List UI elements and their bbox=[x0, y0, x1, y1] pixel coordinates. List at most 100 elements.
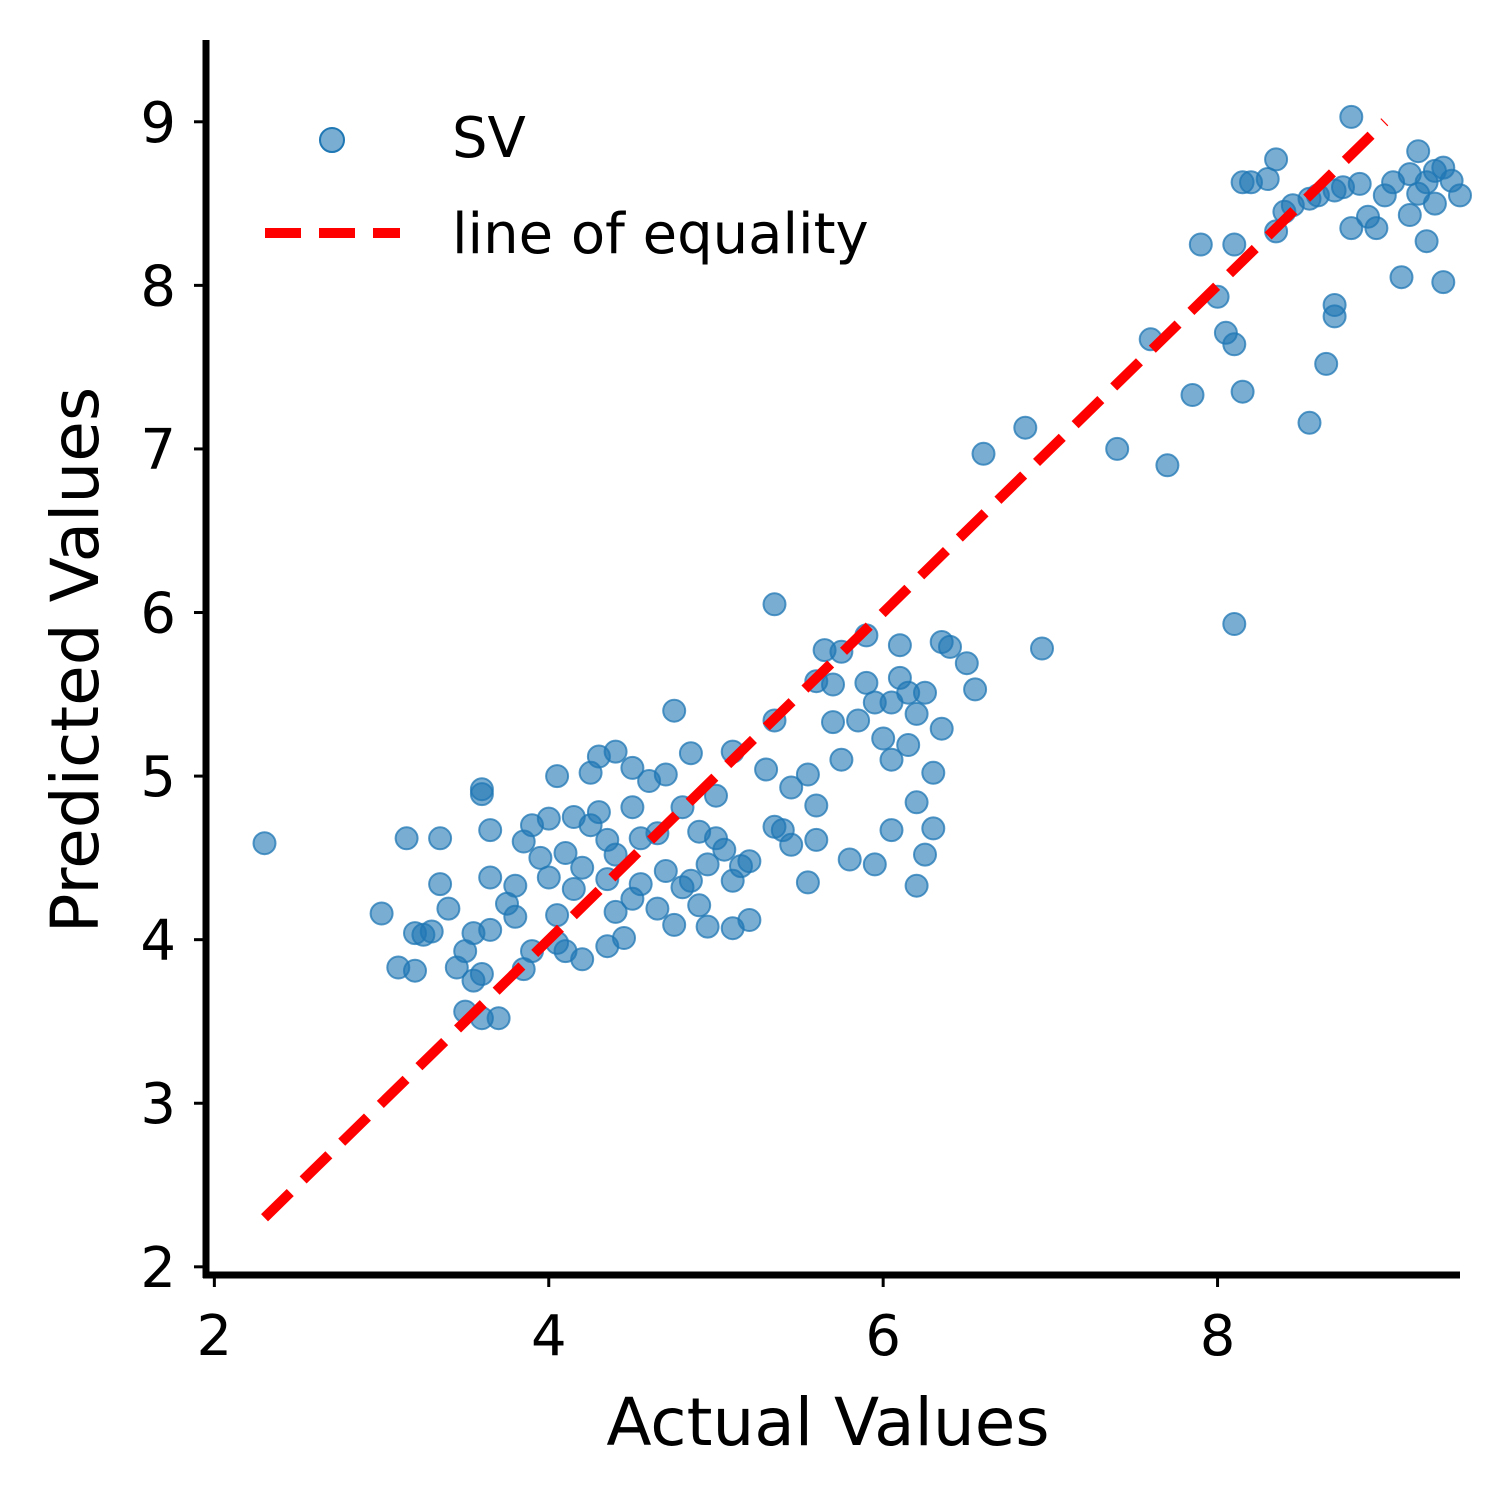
data-point bbox=[837, 847, 862, 872]
data-point bbox=[503, 904, 528, 929]
data-point bbox=[737, 908, 762, 932]
data-point bbox=[687, 893, 712, 918]
data-point bbox=[603, 739, 628, 764]
data-point bbox=[1105, 436, 1130, 461]
data-point bbox=[879, 818, 904, 843]
data-point bbox=[871, 726, 896, 751]
data-point bbox=[545, 764, 570, 789]
y-tick-label: 9 bbox=[140, 91, 176, 156]
data-point bbox=[252, 831, 277, 856]
data-point bbox=[570, 947, 595, 972]
legend-marker-sv bbox=[319, 127, 345, 153]
data-point bbox=[804, 827, 829, 852]
data-point bbox=[762, 592, 787, 617]
data-point bbox=[1230, 379, 1255, 404]
data-point bbox=[1180, 383, 1205, 407]
data-point bbox=[904, 790, 929, 815]
data-point bbox=[1389, 265, 1414, 290]
data-point bbox=[436, 896, 461, 921]
data-point bbox=[369, 901, 394, 926]
data-point bbox=[1414, 229, 1439, 254]
data-point bbox=[779, 775, 804, 800]
data-point bbox=[779, 832, 804, 857]
x-tick-label: 8 bbox=[1200, 1304, 1236, 1369]
data-point bbox=[570, 855, 595, 880]
equality-line bbox=[261, 118, 1389, 1222]
y-tick-label: 4 bbox=[140, 909, 176, 974]
data-point bbox=[553, 841, 578, 865]
data-point bbox=[921, 816, 946, 841]
data-point bbox=[645, 896, 670, 921]
data-point bbox=[612, 926, 636, 950]
data-point bbox=[1297, 410, 1322, 435]
data-point bbox=[1422, 191, 1447, 216]
data-point bbox=[921, 760, 946, 785]
data-point bbox=[795, 870, 820, 895]
data-point bbox=[1397, 203, 1422, 227]
data-point bbox=[862, 852, 887, 877]
equality-line-layer bbox=[261, 118, 1389, 1222]
data-point bbox=[1222, 332, 1247, 357]
data-point bbox=[1322, 304, 1347, 329]
data-point bbox=[913, 680, 937, 705]
data-point bbox=[545, 903, 570, 928]
data-point bbox=[1155, 453, 1180, 478]
data-point bbox=[662, 698, 687, 723]
x-axis-label: Actual Values bbox=[606, 1384, 1049, 1461]
data-point bbox=[503, 873, 528, 898]
data-point bbox=[478, 865, 503, 890]
data-point bbox=[469, 777, 494, 802]
data-point bbox=[754, 757, 779, 782]
data-point bbox=[528, 845, 553, 870]
y-tick-label: 8 bbox=[140, 254, 176, 319]
data-point bbox=[653, 762, 678, 787]
data-point bbox=[929, 716, 954, 741]
data-point bbox=[419, 919, 444, 944]
data-point bbox=[1264, 147, 1289, 172]
data-point bbox=[954, 651, 979, 676]
data-point bbox=[478, 917, 503, 942]
data-point bbox=[478, 818, 503, 843]
data-point bbox=[854, 670, 879, 695]
x-tick-label: 4 bbox=[531, 1304, 567, 1369]
data-point bbox=[913, 842, 937, 867]
data-point bbox=[1448, 183, 1472, 208]
data-point bbox=[695, 852, 720, 877]
data-point bbox=[695, 914, 720, 939]
data-point bbox=[1255, 167, 1280, 191]
data-point bbox=[712, 837, 737, 862]
data-point bbox=[879, 747, 904, 772]
data-point bbox=[1339, 104, 1364, 129]
data-point bbox=[896, 733, 921, 757]
data-point bbox=[678, 741, 703, 766]
data-point bbox=[620, 795, 645, 820]
y-axis-label: Predicted Values bbox=[37, 387, 114, 933]
data-point bbox=[1222, 232, 1247, 257]
data-point bbox=[620, 755, 645, 780]
data-point bbox=[603, 899, 628, 924]
data-point bbox=[971, 441, 996, 466]
data-point bbox=[795, 762, 820, 787]
data-point bbox=[586, 800, 611, 825]
data-point bbox=[662, 912, 687, 937]
data-point bbox=[561, 877, 586, 901]
data-point bbox=[536, 865, 561, 890]
data-point bbox=[428, 826, 453, 851]
data-point bbox=[821, 672, 845, 697]
data-point bbox=[1030, 636, 1054, 661]
data-point bbox=[904, 701, 929, 726]
legend-label-sv: SV bbox=[452, 106, 526, 171]
data-point bbox=[1222, 612, 1247, 636]
data-point bbox=[846, 708, 871, 733]
data-point bbox=[469, 962, 494, 986]
data-point bbox=[737, 849, 762, 874]
data-point bbox=[704, 783, 728, 808]
data-point bbox=[428, 872, 453, 897]
data-point bbox=[963, 677, 988, 702]
data-point bbox=[678, 868, 703, 893]
data-point bbox=[653, 859, 678, 883]
y-tick-label: 2 bbox=[140, 1236, 176, 1301]
data-point bbox=[403, 958, 427, 983]
y-tick-label: 3 bbox=[140, 1072, 176, 1137]
